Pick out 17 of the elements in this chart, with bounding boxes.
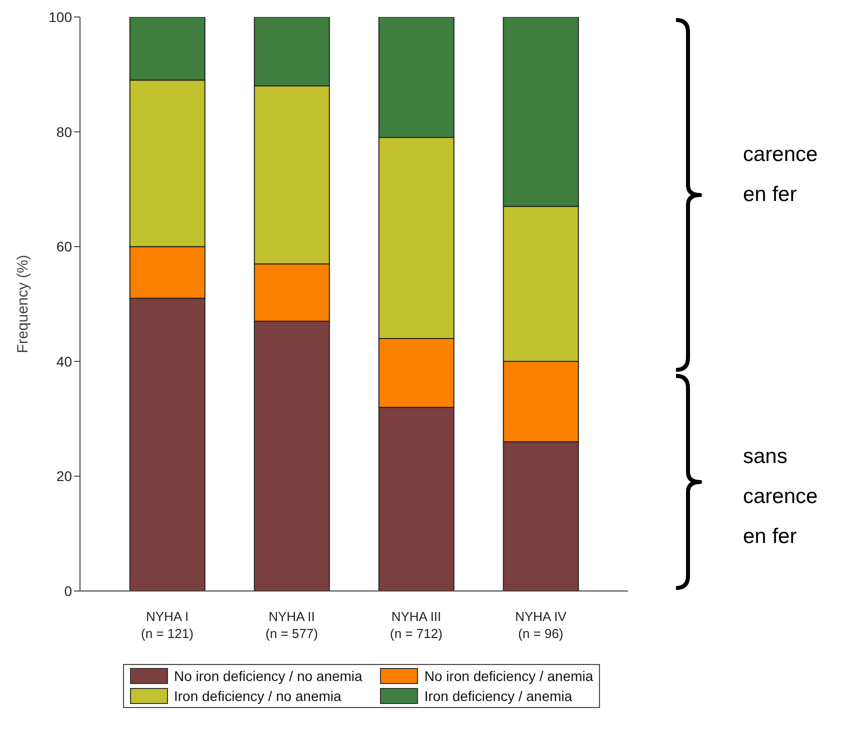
y-tick-label: 0 bbox=[64, 582, 72, 599]
text: carence en fer bbox=[743, 142, 819, 208]
x-tick-label: NYHA IV (n = 96) bbox=[515, 609, 567, 641]
y-tick-label: 80 bbox=[56, 124, 72, 140]
legend-label: No iron deficiency / anemia bbox=[424, 668, 594, 684]
x-tick-label: NYHA II (n = 577) bbox=[266, 609, 318, 641]
y-tick-label: 40 bbox=[56, 353, 72, 370]
x-tick-label: NYHA I (n = 121) bbox=[141, 609, 194, 641]
text: sans carence en fer bbox=[743, 444, 819, 550]
y-tick-label: 100 bbox=[48, 8, 72, 25]
y-tick-label: 60 bbox=[56, 238, 72, 255]
legend-label: Iron deficiency / anemia bbox=[424, 688, 572, 704]
x-tick-label: NYHA III (n = 712) bbox=[390, 609, 442, 641]
legend-label: No iron deficiency / no anemia bbox=[174, 668, 362, 684]
y-tick-label: 20 bbox=[56, 468, 72, 484]
y-axis-title: Frequency (%) bbox=[14, 254, 32, 354]
legend-label: Iron deficiency / no anemia bbox=[174, 688, 342, 704]
